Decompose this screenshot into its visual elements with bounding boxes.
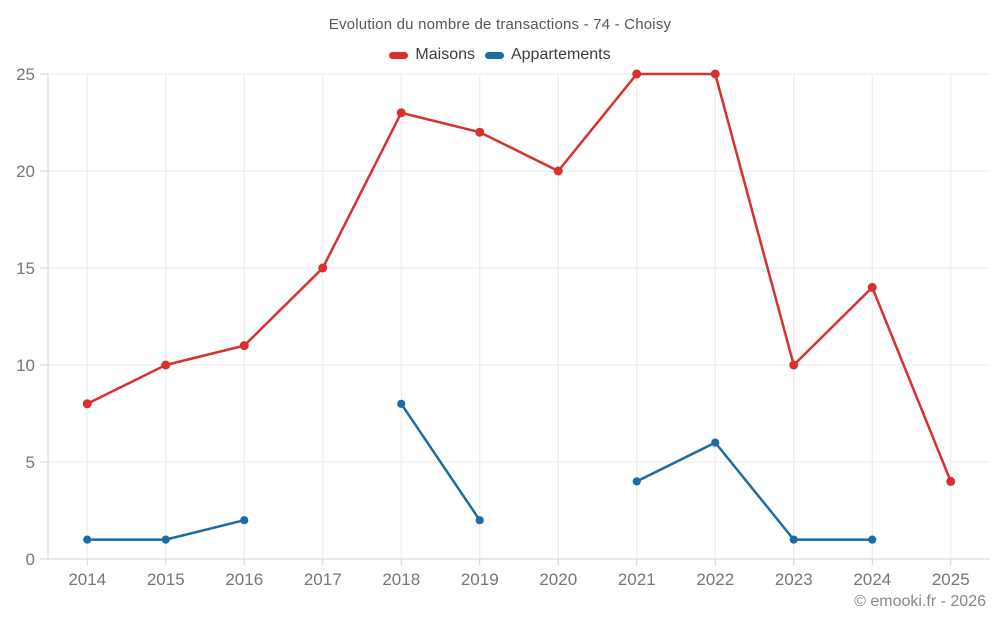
appartements-point-2018[interactable]	[397, 399, 406, 408]
maisons-point-2018[interactable]	[396, 108, 406, 118]
x-tick-label-2014: 2014	[68, 570, 106, 589]
x-tick-label-2017: 2017	[304, 570, 342, 589]
x-tick-label-2022: 2022	[696, 570, 734, 589]
legend-item-appartements[interactable]: Appartements	[484, 46, 611, 64]
appartements-point-2021[interactable]	[632, 477, 641, 486]
maisons-point-2022[interactable]	[710, 69, 720, 79]
legend-label-maisons: Maisons	[415, 46, 475, 63]
legend-label-appartements: Appartements	[510, 46, 611, 63]
y-tick-label-25: 25	[16, 65, 35, 84]
x-tick-label-2021: 2021	[618, 570, 656, 589]
x-tick-label-2025: 2025	[932, 570, 970, 589]
appartements-point-2014[interactable]	[83, 535, 92, 544]
y-tick-label-0: 0	[26, 550, 35, 569]
x-tick-label-2023: 2023	[775, 570, 813, 589]
chart-legend: Maisons Appartements	[0, 45, 1000, 65]
appartements-point-2015[interactable]	[161, 535, 170, 544]
maisons-point-2025[interactable]	[946, 476, 956, 486]
appartements-point-2019[interactable]	[475, 516, 484, 525]
y-tick-label-15: 15	[16, 259, 35, 278]
maisons-point-2015[interactable]	[161, 360, 171, 370]
maisons-point-2017[interactable]	[318, 263, 328, 273]
appartements-point-2023[interactable]	[789, 535, 798, 544]
appartements-swatch-icon	[484, 51, 504, 59]
chart-title: Evolution du nombre de transactions - 74…	[328, 16, 672, 33]
maisons-swatch-icon	[389, 51, 409, 59]
x-tick-label-2020: 2020	[539, 570, 577, 589]
appartements-point-2024[interactable]	[868, 535, 877, 544]
appartements-line	[400, 402, 481, 522]
maisons-line	[86, 72, 952, 483]
maisons-point-2019[interactable]	[475, 127, 485, 137]
maisons-point-2014[interactable]	[82, 399, 92, 409]
maisons-point-2023[interactable]	[789, 360, 799, 370]
x-tick-label-2024: 2024	[853, 570, 891, 589]
x-tick-label-2019: 2019	[461, 570, 499, 589]
legend-item-maisons[interactable]: Maisons	[389, 46, 475, 64]
maisons-point-2020[interactable]	[553, 166, 563, 176]
appartements-line	[635, 441, 874, 541]
copyright-credit: © emooki.fr - 2026	[854, 593, 986, 610]
maisons-point-2016[interactable]	[239, 341, 249, 351]
maisons-point-2021[interactable]	[632, 69, 642, 79]
x-tick-label-2018: 2018	[382, 570, 420, 589]
y-tick-label-10: 10	[16, 356, 35, 375]
maisons-point-2024[interactable]	[867, 282, 877, 292]
x-tick-label-2016: 2016	[225, 570, 263, 589]
y-tick-label-5: 5	[26, 453, 35, 472]
x-tick-label-2015: 2015	[147, 570, 185, 589]
appartements-point-2022[interactable]	[711, 438, 720, 447]
y-tick-label-20: 20	[16, 162, 35, 181]
appartements-point-2016[interactable]	[240, 516, 249, 525]
